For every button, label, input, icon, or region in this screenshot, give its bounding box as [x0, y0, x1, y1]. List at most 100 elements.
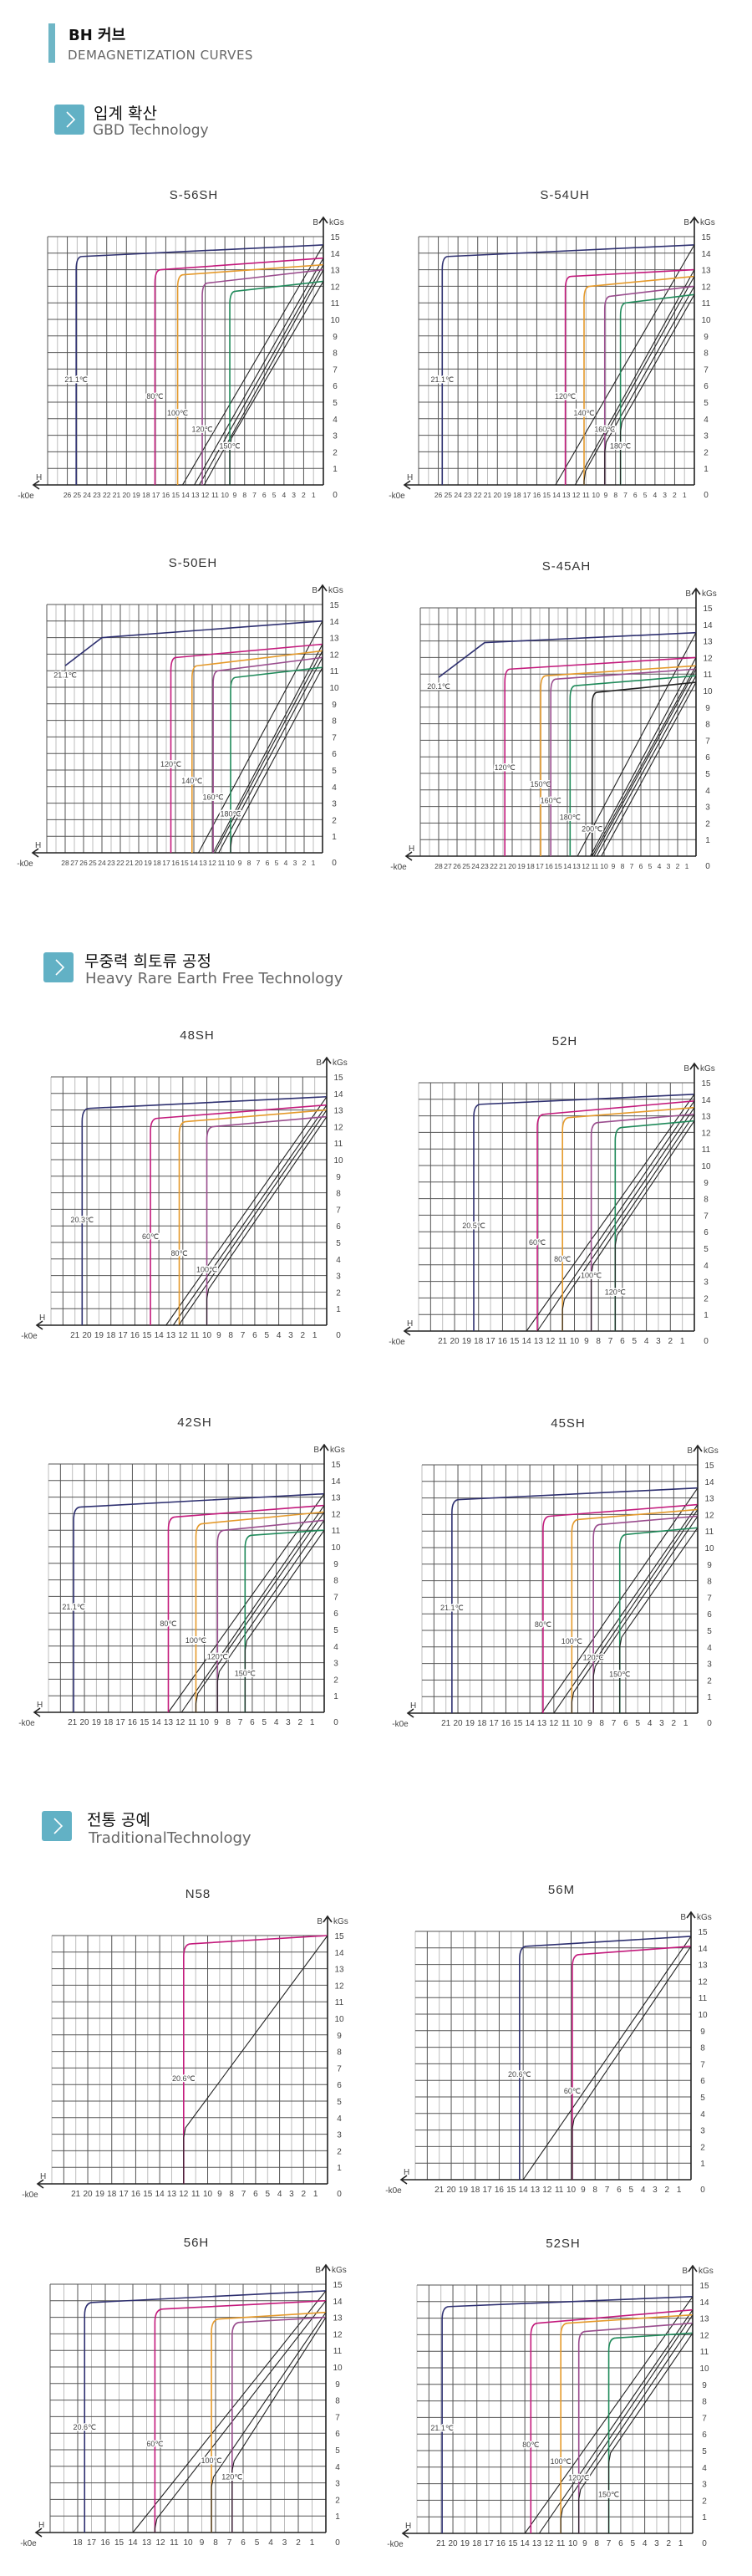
- y-tick-label: 4: [707, 1644, 712, 1653]
- x-tick-label: 28: [61, 859, 69, 867]
- intrinsic-curve: [64, 620, 323, 666]
- y-tick-label: 10: [704, 1544, 714, 1553]
- origin-label: 0: [700, 2186, 705, 2195]
- x-tick-label: 16: [131, 2190, 141, 2199]
- intrinsic-curve: [195, 1511, 325, 1712]
- x-tick-label: 14: [552, 491, 561, 499]
- y-tick-label: 2: [704, 448, 709, 457]
- normal-curve: [194, 258, 324, 486]
- y-tick-label: 8: [335, 2397, 340, 2406]
- x-tick-label: 12: [208, 859, 216, 867]
- x-tick-label: 21: [438, 1337, 448, 1346]
- x-tick-label: 17: [486, 1337, 496, 1346]
- x-tick-label: 27: [444, 862, 452, 870]
- x-tick-label: 7: [612, 1719, 617, 1728]
- x-tick-label: 10: [203, 2190, 213, 2199]
- b-axis-label: B: [687, 1446, 693, 1456]
- y-tick-label: 5: [332, 767, 337, 776]
- x-tick-label: 5: [272, 491, 277, 499]
- intrinsic-curve: [542, 1503, 699, 1713]
- x-tick-label: 26: [79, 859, 88, 867]
- temperature-label: 21.1℃: [62, 1603, 85, 1611]
- y-tick-label: 3: [333, 432, 338, 441]
- origin-label: 0: [336, 1331, 341, 1340]
- y-tick-label: 13: [331, 1494, 341, 1503]
- x-tick-label: 19: [94, 1331, 104, 1340]
- b-axis-arrow-icon: [323, 1915, 333, 1923]
- intrinsic-curve: [607, 2332, 694, 2533]
- x-tick-label: 14: [152, 1718, 162, 1727]
- y-tick-label: 7: [704, 1211, 709, 1221]
- y-tick-label: 8: [336, 1190, 341, 1199]
- y-tick-label: 7: [702, 2414, 707, 2423]
- y-tick-label: 15: [704, 1461, 714, 1471]
- x-tick-label: 3: [289, 2190, 294, 2199]
- x-tick-label: 3: [667, 862, 671, 870]
- intrinsic-curve: [591, 681, 697, 856]
- temperature-label: 120℃: [605, 1288, 626, 1296]
- x-tick-label: 6: [617, 2186, 622, 2195]
- y-tick-label: 7: [707, 1594, 712, 1603]
- y-tick-label: 13: [701, 1113, 711, 1122]
- temperature-label: 140℃: [181, 777, 202, 785]
- x-tick-label: 4: [644, 1337, 649, 1346]
- x-tick-label: 7: [238, 1718, 243, 1727]
- x-tick-label: 4: [277, 1331, 282, 1340]
- intrinsic-curve: [167, 1504, 325, 1712]
- y-tick-label: 2: [333, 1676, 338, 1685]
- x-tick-label: 19: [517, 862, 526, 870]
- b-axis-label: B: [315, 2266, 321, 2275]
- origin-label: 0: [337, 2190, 342, 2199]
- y-tick-label: 14: [333, 2298, 343, 2307]
- x-tick-label: 4: [641, 2186, 646, 2195]
- x-tick-label: 5: [265, 2190, 270, 2199]
- h-axis-arrow-icon: [32, 480, 40, 490]
- y-tick-label: 15: [698, 1928, 708, 1937]
- h-axis-arrow-icon: [399, 2175, 408, 2185]
- x-tick-label: 6: [266, 859, 270, 867]
- x-tick-label: 3: [288, 1331, 293, 1340]
- x-tick-label: 8: [596, 1337, 601, 1346]
- x-tick-label: 17: [116, 1718, 126, 1727]
- x-tick-label: 16: [495, 2186, 505, 2195]
- y-tick-label: 4: [700, 2110, 705, 2119]
- y-tick-label: 8: [704, 349, 709, 359]
- normal-curve: [229, 281, 324, 485]
- h-axis-label: H: [39, 1314, 45, 1323]
- intrinsic-curve: [583, 275, 695, 485]
- x-tick-label: 13: [532, 2539, 542, 2548]
- y-tick-label: 7: [332, 733, 337, 742]
- x-tick-label: 18: [513, 491, 521, 499]
- x-tick-label: 15: [114, 2538, 124, 2548]
- intrinsic-curve: [75, 244, 324, 485]
- temperature-label: 120℃: [160, 760, 181, 768]
- x-tick-label: 3: [286, 1718, 291, 1727]
- y-tick-label: 10: [331, 1543, 341, 1553]
- temperature-label: 80℃: [146, 392, 163, 400]
- x-tick-label: 18: [142, 491, 150, 499]
- h-axis-unit: -k0e: [392, 1720, 409, 1729]
- b-axis-unit: kGs: [704, 1446, 719, 1456]
- normal-curve: [572, 1946, 692, 2180]
- x-tick-label: 8: [594, 2539, 599, 2548]
- x-tick-label: 21: [113, 491, 121, 499]
- y-tick-label: 14: [330, 250, 340, 259]
- x-tick-label: 12: [175, 1718, 185, 1727]
- y-tick-label: 12: [704, 1511, 714, 1520]
- normal-curve: [592, 666, 697, 857]
- intrinsic-curve: [619, 293, 695, 485]
- x-tick-label: 15: [143, 2190, 153, 2199]
- y-tick-label: 11: [335, 1998, 344, 2007]
- origin-label: 0: [707, 1719, 712, 1728]
- x-tick-label: 3: [659, 1719, 664, 1728]
- b-axis-label: B: [682, 2267, 688, 2276]
- x-tick-label: 2: [302, 2190, 307, 2199]
- chart-title: 56H: [184, 2236, 210, 2250]
- y-tick-label: 9: [336, 1173, 341, 1182]
- intrinsic-curve: [229, 280, 324, 485]
- x-tick-label: 8: [213, 2538, 218, 2548]
- x-tick-label: 19: [92, 1718, 102, 1727]
